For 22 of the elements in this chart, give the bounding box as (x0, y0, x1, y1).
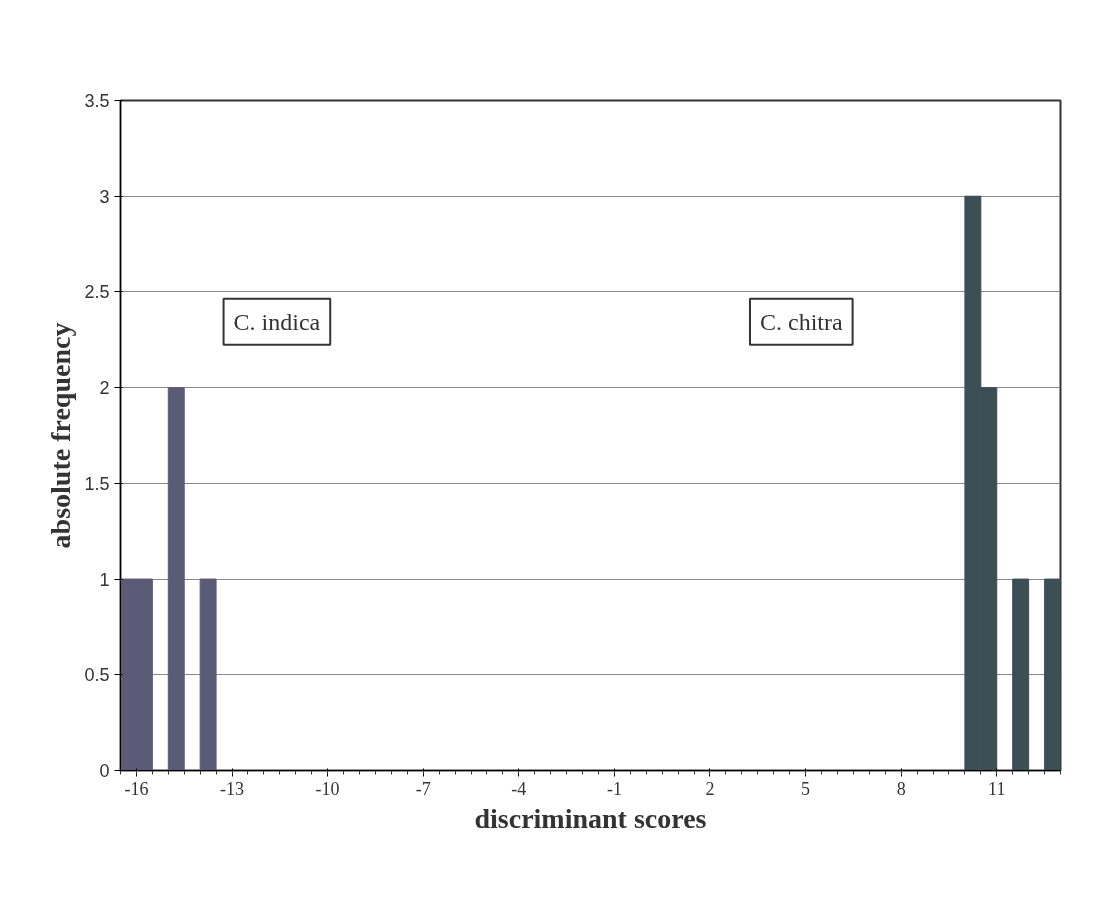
x-tick-label: -7 (415, 778, 431, 799)
x-tick-label: -10 (315, 778, 340, 799)
y-tick-label: 2 (99, 378, 110, 399)
x-axis-title: discriminant scores (474, 802, 707, 834)
annotation: C. indica (233, 308, 321, 335)
annotation: C. chitra (759, 308, 843, 335)
x-tick-label: -13 (220, 778, 245, 799)
x-tick-label: 5 (801, 778, 811, 799)
y-tick-label: 0.5 (84, 665, 110, 686)
y-tick-label: 1.5 (84, 473, 110, 494)
y-axis-title: absolute frequency (45, 322, 77, 549)
x-tick-label: -1 (606, 778, 622, 799)
x-tick-label: 2 (705, 778, 715, 799)
y-tick-label: 3.5 (84, 91, 110, 111)
y-tick-label: 2.5 (84, 282, 110, 303)
y-tick-label: 3 (99, 186, 110, 207)
x-tick-label: 8 (896, 778, 906, 799)
x-tick-label: -4 (511, 778, 527, 799)
x-tick-label: 11 (988, 778, 1006, 799)
y-tick-label: 0 (99, 761, 110, 781)
y-tick-label: 1 (99, 569, 110, 590)
x-tick-label: -16 (124, 778, 149, 799)
